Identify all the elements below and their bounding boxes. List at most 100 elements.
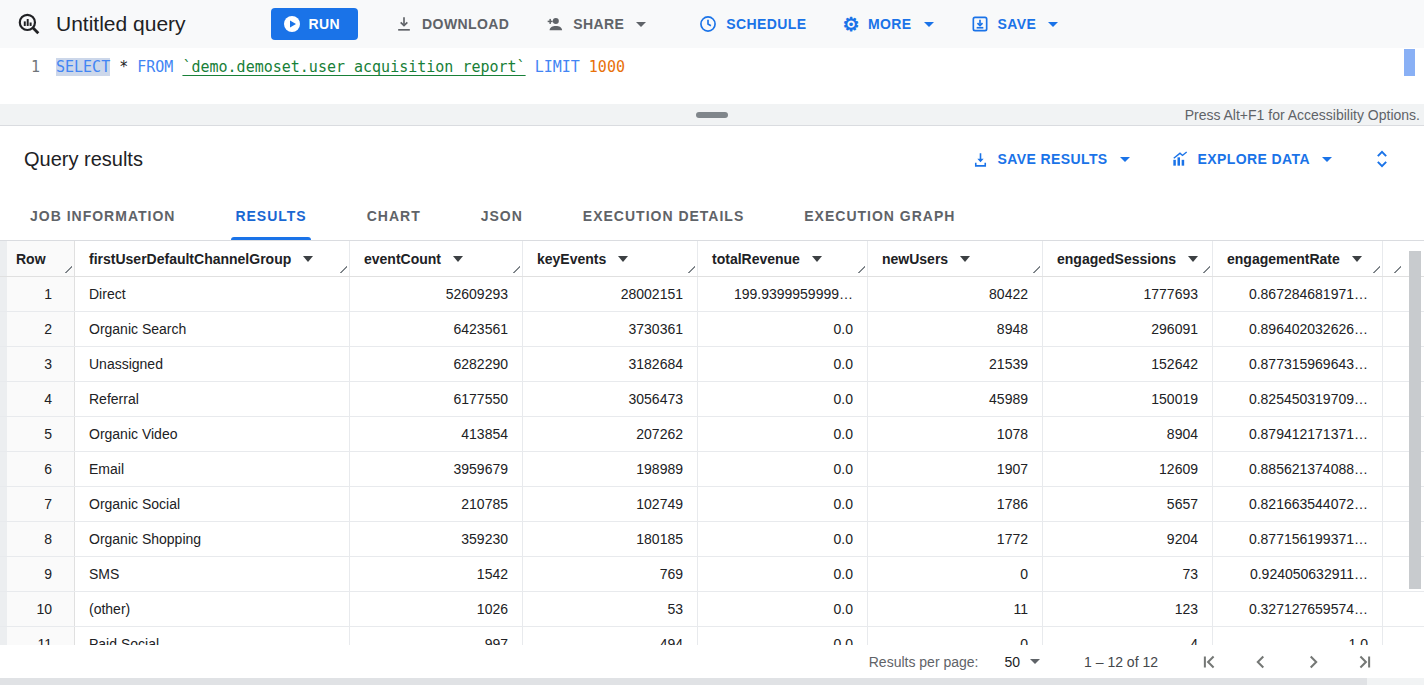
page-size-select[interactable]: 50 <box>1004 654 1040 670</box>
column-resize-grip[interactable] <box>1030 263 1040 273</box>
last-page-button[interactable] <box>1354 651 1376 673</box>
table-vertical-scrollbar[interactable] <box>1409 251 1421 589</box>
tab-execution-graph[interactable]: EXECUTION GRAPH <box>774 192 985 240</box>
column-label: Row <box>16 251 46 267</box>
row-number-cell: 11 <box>0 627 75 645</box>
column-label: totalRevenue <box>712 251 800 267</box>
tab-results[interactable]: RESULTS <box>205 192 336 240</box>
column-resize-grip[interactable] <box>1370 263 1380 273</box>
column-menu-caret-icon[interactable] <box>303 256 313 262</box>
column-menu-caret-icon[interactable] <box>960 256 970 262</box>
column-resize-grip[interactable] <box>855 263 865 273</box>
table-cell: 1772 <box>868 522 1043 556</box>
tab-chart[interactable]: CHART <box>337 192 451 240</box>
column-label: newUsers <box>882 251 948 267</box>
tab-job-information[interactable]: JOB INFORMATION <box>0 192 205 240</box>
table-cell: 0.821663544072… <box>1213 487 1383 521</box>
person-add-icon <box>545 14 565 34</box>
chevron-down-icon <box>1120 157 1130 162</box>
table-cell: 494 <box>523 627 698 645</box>
more-button[interactable]: ⚙︎ MORE <box>843 15 934 34</box>
column-label: keyEvents <box>537 251 606 267</box>
table-cell: 52609293 <box>350 277 523 311</box>
table-cell: 0.0 <box>698 452 868 486</box>
chevron-down-icon <box>924 22 934 27</box>
horizontal-scrollbar-thumb[interactable] <box>0 678 1367 685</box>
bigquery-query-icon <box>16 11 42 37</box>
table-row: 5Organic Video4138542072620.0107889040.8… <box>0 417 1424 452</box>
table-cell: 152642 <box>1043 347 1213 381</box>
tab-json[interactable]: JSON <box>451 192 553 240</box>
column-resize-grip[interactable] <box>510 263 520 273</box>
run-button[interactable]: RUN <box>271 8 359 40</box>
column-resize-grip[interactable] <box>1391 263 1401 273</box>
table-horizontal-scrollbar[interactable] <box>0 678 1424 685</box>
column-resize-grip[interactable] <box>337 263 347 273</box>
editor-vertical-scrollbar[interactable] <box>1404 49 1415 76</box>
column-header-newUsers[interactable]: newUsers <box>868 241 1043 276</box>
download-button[interactable]: DOWNLOAD <box>394 14 509 34</box>
column-header-totalRevenue[interactable]: totalRevenue <box>698 241 868 276</box>
page-size-value: 50 <box>1004 654 1020 670</box>
column-header-engagementRate[interactable]: engagementRate <box>1213 241 1383 276</box>
schedule-button[interactable]: SCHEDULE <box>698 14 806 34</box>
chevron-down-icon <box>1048 22 1058 27</box>
row-number-cell: 4 <box>0 382 75 416</box>
column-menu-caret-icon[interactable] <box>618 256 628 262</box>
results-per-page-label: Results per page: <box>869 654 979 670</box>
table-cell: 6423561 <box>350 312 523 346</box>
table-cell: 0.877315969643… <box>1213 347 1383 381</box>
column-resize-grip[interactable] <box>685 263 695 273</box>
first-page-button[interactable] <box>1198 651 1220 673</box>
sql-editor[interactable]: 1 SELECT * FROM `demo.demoset.user_acqui… <box>0 48 1424 104</box>
column-menu-caret-icon[interactable] <box>1352 256 1362 262</box>
table-cell: 0 <box>868 627 1043 645</box>
table-cell: 0.0 <box>698 522 868 556</box>
table-cell: 5657 <box>1043 487 1213 521</box>
results-tabs: JOB INFORMATIONRESULTSCHARTJSONEXECUTION… <box>0 192 1424 241</box>
save-results-button[interactable]: SAVE RESULTS <box>971 150 1130 169</box>
column-menu-caret-icon[interactable] <box>453 256 463 262</box>
column-header-eventCount[interactable]: eventCount <box>350 241 523 276</box>
share-button[interactable]: SHARE <box>545 14 646 34</box>
table-cell: 359230 <box>350 522 523 556</box>
column-header-Row[interactable]: Row <box>0 241 75 276</box>
table-body: 1Direct5260929328002151199.9399959999…80… <box>0 277 1424 645</box>
row-number-cell: 6 <box>0 452 75 486</box>
table-cell: 4 <box>1043 627 1213 645</box>
next-page-button[interactable] <box>1302 651 1324 673</box>
column-menu-caret-icon[interactable] <box>812 256 822 262</box>
column-header-engagedSessions[interactable]: engagedSessions <box>1043 241 1213 276</box>
tab-execution-details[interactable]: EXECUTION DETAILS <box>553 192 774 240</box>
column-resize-grip[interactable] <box>62 263 72 273</box>
table-row: 8Organic Shopping3592301801850.017729204… <box>0 522 1424 557</box>
column-header-firstUserDefaultChannelGroup[interactable]: firstUserDefaultChannelGroup <box>75 241 350 276</box>
table-cell: Direct <box>75 277 350 311</box>
gear-icon: ⚙︎ <box>843 15 860 34</box>
table-cell: 9204 <box>1043 522 1213 556</box>
column-resize-grip[interactable] <box>1200 263 1210 273</box>
row-number-cell: 9 <box>0 557 75 591</box>
expand-collapse-panel-button[interactable] <box>1372 148 1392 170</box>
previous-page-button[interactable] <box>1250 651 1272 673</box>
table-cell: 1542 <box>350 557 523 591</box>
sql-token-table-ref[interactable]: `demo.demoset.user_acquisition_report` <box>182 58 525 76</box>
table-cell: Organic Video <box>75 417 350 451</box>
save-button[interactable]: SAVE <box>970 14 1059 34</box>
chevron-left-icon <box>1250 651 1272 673</box>
table-cell: 0.0 <box>698 627 868 645</box>
sql-code-line[interactable]: SELECT * FROM `demo.demoset.user_acquisi… <box>56 48 625 104</box>
table-cell: Paid Social <box>75 627 350 645</box>
pagination-bar: Results per page: 50 1 – 12 of 12 <box>0 645 1424 678</box>
chevron-down-icon <box>1030 659 1040 664</box>
table-cell: 102749 <box>523 487 698 521</box>
table-cell: 123 <box>1043 592 1213 626</box>
explore-data-button[interactable]: EXPLORE DATA <box>1170 149 1332 169</box>
table-cell: 0.879412171371… <box>1213 417 1383 451</box>
splitter-drag-handle[interactable] <box>696 112 728 118</box>
table-cell: (other) <box>75 592 350 626</box>
query-results-header: Query results SAVE RESULTS EXPLOR <box>0 126 1424 192</box>
sql-token-plain <box>580 58 589 76</box>
column-header-keyEvents[interactable]: keyEvents <box>523 241 698 276</box>
column-menu-caret-icon[interactable] <box>1188 256 1198 262</box>
